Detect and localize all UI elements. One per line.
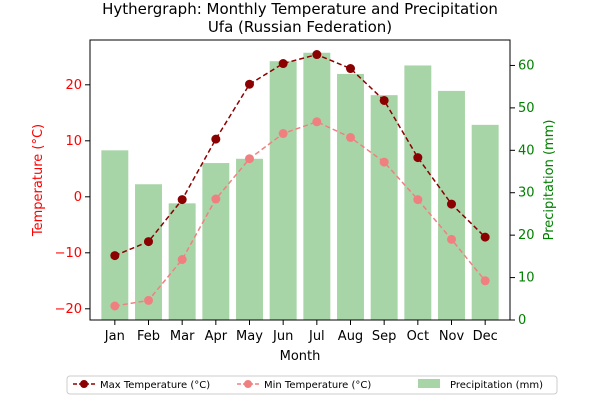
max-temp-point [278,59,288,69]
precip-bar [303,52,331,321]
x-axis-label: Month [280,349,321,364]
max-temp-point [480,232,490,242]
min-temp-point [278,129,288,139]
max-temp-point [447,199,456,209]
y-right-tick-label: 20 [518,228,535,243]
min-temp-point [211,194,221,204]
max-temp-point [346,64,355,74]
y-left-tick-label: −20 [55,302,82,317]
x-tick-label: Jul [308,329,325,344]
precip-bar [404,65,432,320]
x-tick-label: Apr [205,329,228,344]
x-tick-label: Mar [170,329,195,344]
min-temp-point [346,132,355,142]
legend: Max Temperature (°C) Min Temperature (°C… [66,375,558,395]
min-temp-point [110,301,120,311]
min-temp-point [144,295,153,305]
y-right-tick-label: 30 [518,186,535,201]
y-right-tick-label: 40 [518,143,535,158]
precip-bar [337,73,364,320]
y-right-tick-label: 0 [518,313,526,328]
precip-bar [370,95,398,320]
legend-max-marker-icon [80,380,88,388]
legend-max-label: Max Temperature (°C) [100,380,210,391]
y-axis-label-right: Precipitation (mm) [542,120,557,241]
min-temp-point [177,255,187,265]
max-temp-point [245,79,254,89]
x-tick-label: Jun [272,329,293,344]
precip-bar [269,61,297,320]
y-axis-label-left: Temperature (°C) [31,124,46,237]
y-right-tick-label: 60 [518,58,535,73]
max-temp-line [114,53,486,257]
y-left-tick-label: 10 [65,134,82,149]
precip-bar [236,158,263,320]
min-temp-point [447,234,456,244]
max-temp-point [413,153,423,163]
legend-precip-swatch-icon [418,379,440,388]
x-tick-label: Jan [104,329,125,344]
max-temp-point [312,50,322,60]
precip-bar [202,163,230,320]
max-temp-point [177,195,187,205]
y-right-tick-label: 10 [518,271,535,286]
max-temp-point [211,134,221,144]
y-left-tick-label: 0 [74,190,82,205]
temperature-lines [110,50,490,311]
axes: −20 −10 0 10 20 0 10 20 30 40 50 60 Jan Feb Mar Apr May J… [55,58,535,344]
x-tick-label: Nov [439,329,465,344]
legend-min-label: Min Temperature (°C) [264,380,371,391]
max-temp-point [379,95,389,105]
y-left-tick-label: 20 [65,78,82,93]
x-tick-label: Dec [473,329,498,344]
x-tick-label: May [236,329,263,344]
x-tick-label: Oct [407,329,429,344]
precip-bar [101,150,129,320]
x-tick-label: Feb [137,329,160,344]
min-temp-point [245,154,254,164]
min-temp-point [480,276,490,286]
legend-min-marker-icon [244,380,252,388]
max-temp-point [144,237,153,247]
precip-bar [471,124,499,321]
min-temp-line [114,120,486,307]
chart-subtitle: Ufa (Russian Federation) [208,18,392,36]
x-tick-label: Sep [372,329,397,344]
x-tick-label: Aug [338,329,363,344]
min-temp-point [379,157,389,167]
plot-frame [89,39,511,321]
min-temp-point [413,195,423,205]
y-right-tick-label: 50 [518,101,535,116]
max-temp-point [110,251,120,261]
min-temp-point [312,117,322,127]
y-left-tick-label: −10 [55,246,82,261]
chart-title: Hythergraph: Monthly Temperature and Pre… [102,0,498,18]
legend-precip-label: Precipitation (mm) [450,380,543,391]
